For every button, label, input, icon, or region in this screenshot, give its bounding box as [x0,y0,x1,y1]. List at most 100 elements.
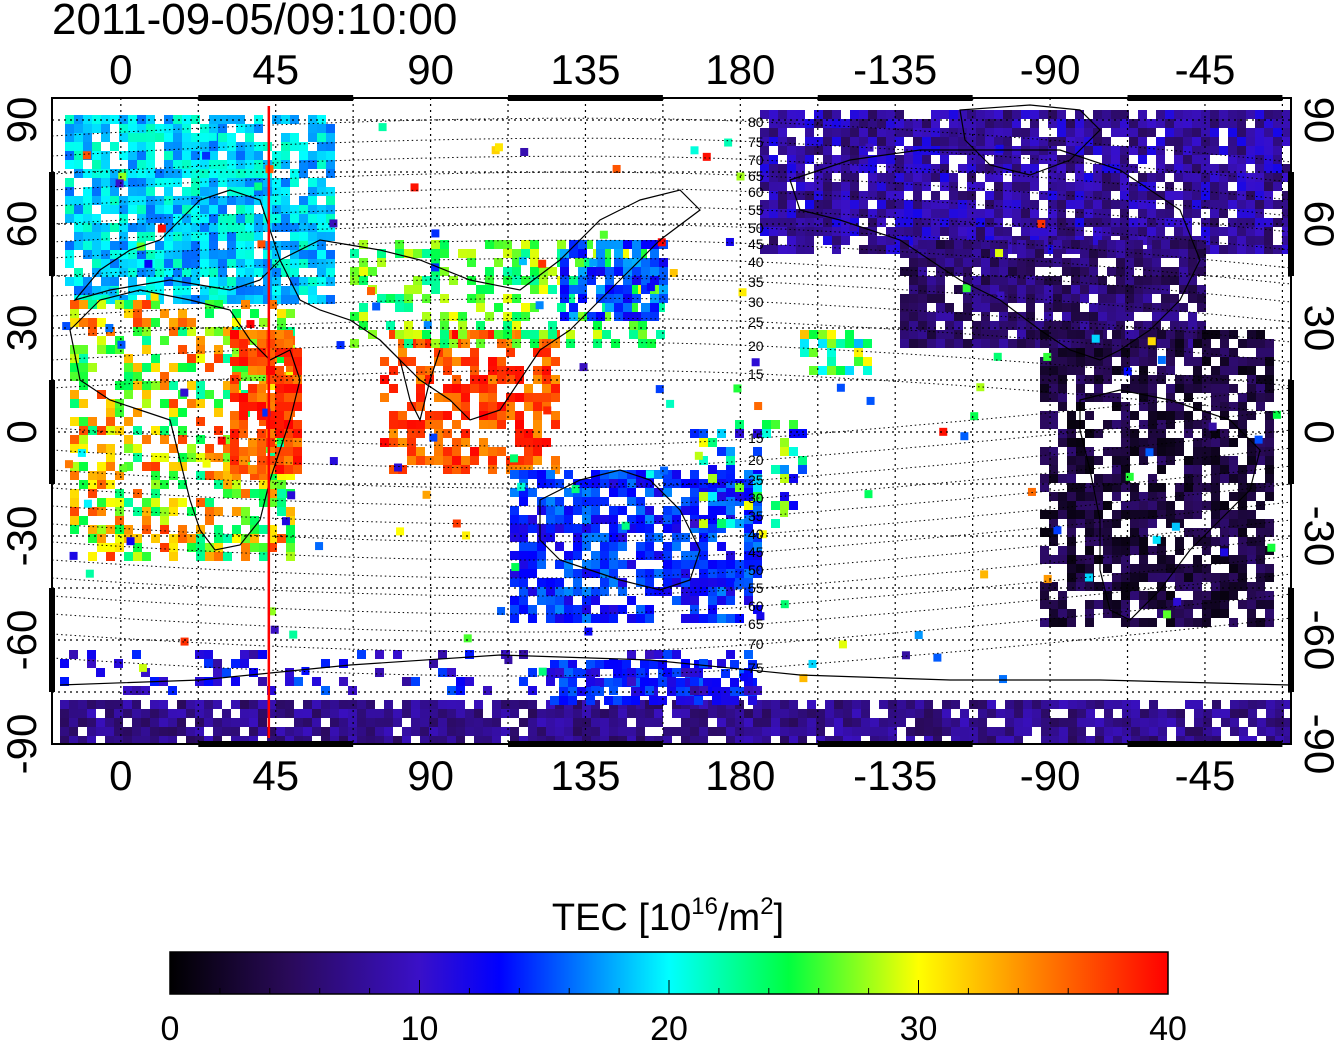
tec-pixel [178,408,187,417]
tec-pixel [650,303,659,312]
tec-pixel [524,429,533,438]
tec-pixel [128,187,137,196]
tec-pixel [1148,384,1157,393]
tec-pixel [771,700,780,709]
tec-pixel [218,160,227,169]
tec-pixel [1264,182,1273,191]
tec-pixel [805,236,814,245]
tec-pixel [168,709,177,718]
tec-pixel [1012,110,1021,119]
tec-pixel [284,447,293,456]
tec-pixel [348,686,357,695]
tec-pixel [1066,164,1075,173]
lon-tick-label-bottom: 45 [252,752,299,799]
tec-pixel [1175,339,1184,348]
tec-pixel [458,321,467,330]
tec-pixel [375,727,384,736]
tec-pixel [1211,465,1220,474]
tec-pixel [83,499,92,508]
tec-pixel [83,286,92,295]
tec-pixel [101,115,110,124]
tec-pixel [1093,119,1102,128]
tec-pixel [1184,393,1193,402]
tec-pixel [672,524,681,533]
tec-pixel [1121,582,1130,591]
tec-pixel [949,209,958,218]
tec-pixel [1185,700,1194,709]
tec-pixel [142,399,151,408]
tec-pixel [578,249,587,258]
tec-pixel [1239,709,1248,718]
tec-pixel [904,182,913,191]
tec-pixel [1014,727,1023,736]
tec-pixel [434,393,443,402]
tec-pixel [137,124,146,133]
tec-pixel [712,687,721,696]
tec-pixel [708,474,717,483]
tec-pixel [191,268,200,277]
tec-pixel [994,200,1003,209]
tec-pixel [1035,294,1044,303]
tec-pixel [218,196,227,205]
tec-pixel [124,390,133,399]
tec-pixel [1157,330,1166,339]
tec-pixel [276,736,285,744]
tec-pixel [277,435,286,444]
tec-pixel [117,340,126,349]
tec-pixel [268,543,277,552]
tec-pixel [823,182,832,191]
tec-pixel [1057,164,1066,173]
tec-pixel [275,420,284,429]
tec-pixel [1131,718,1140,727]
tec-pixel [1165,200,1174,209]
tec-pixel [1089,312,1098,321]
tec-pixel [425,339,434,348]
tec-pixel [1134,276,1143,285]
tec-pixel [218,259,227,268]
tec-pixel [963,303,972,312]
tec-pixel [1247,555,1256,564]
tec-pixel [1273,182,1282,191]
tec-pixel [981,294,990,303]
tec-pixel [1202,546,1211,555]
tec-pixel [754,402,763,411]
tec-pixel [658,696,667,705]
tec-pixel [440,249,449,258]
tec-pixel [395,240,404,249]
tec-pixel [398,339,407,348]
tec-pixel [1062,240,1071,249]
tec-pixel [257,411,266,420]
tec-pixel [128,178,137,187]
tec-pixel [276,700,285,709]
tec-pixel [254,187,263,196]
tec-pixel [1165,182,1174,191]
tec-pixel [209,232,218,241]
tec-pixel [787,191,796,200]
tec-pixel [1166,357,1175,366]
tec-pixel [519,533,528,542]
tec-pixel [1139,510,1148,519]
tec-pixel [1265,519,1274,528]
tec-pixel [1237,245,1246,254]
tec-pixel [895,128,904,137]
tec-pixel [832,227,841,236]
tec-pixel [694,696,703,705]
tec-pixel [1265,573,1274,582]
tec-pixel [548,285,557,294]
tec-pixel [578,240,587,249]
tec-pixel [196,534,205,543]
tec-pixel [92,286,101,295]
tec-pixel [949,191,958,200]
tec-pixel [1148,591,1157,600]
tec-pixel [191,241,200,250]
tec-pixel [717,578,726,587]
tec-pixel [805,227,814,236]
tec-pixel [636,578,645,587]
tec-pixel [1058,510,1067,519]
tec-pixel [241,543,250,552]
tec-pixel [699,524,708,533]
tec-pixel [1062,285,1071,294]
tec-pixel [1048,209,1057,218]
tec-pixel [1023,700,1032,709]
